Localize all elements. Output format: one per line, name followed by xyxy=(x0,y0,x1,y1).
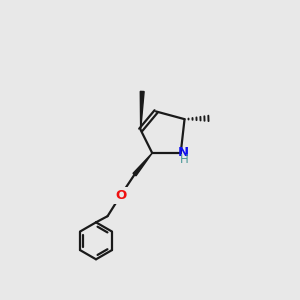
Text: H: H xyxy=(179,153,188,166)
Text: O: O xyxy=(115,189,126,202)
Polygon shape xyxy=(140,92,144,130)
Text: N: N xyxy=(178,146,189,159)
Polygon shape xyxy=(133,153,152,176)
